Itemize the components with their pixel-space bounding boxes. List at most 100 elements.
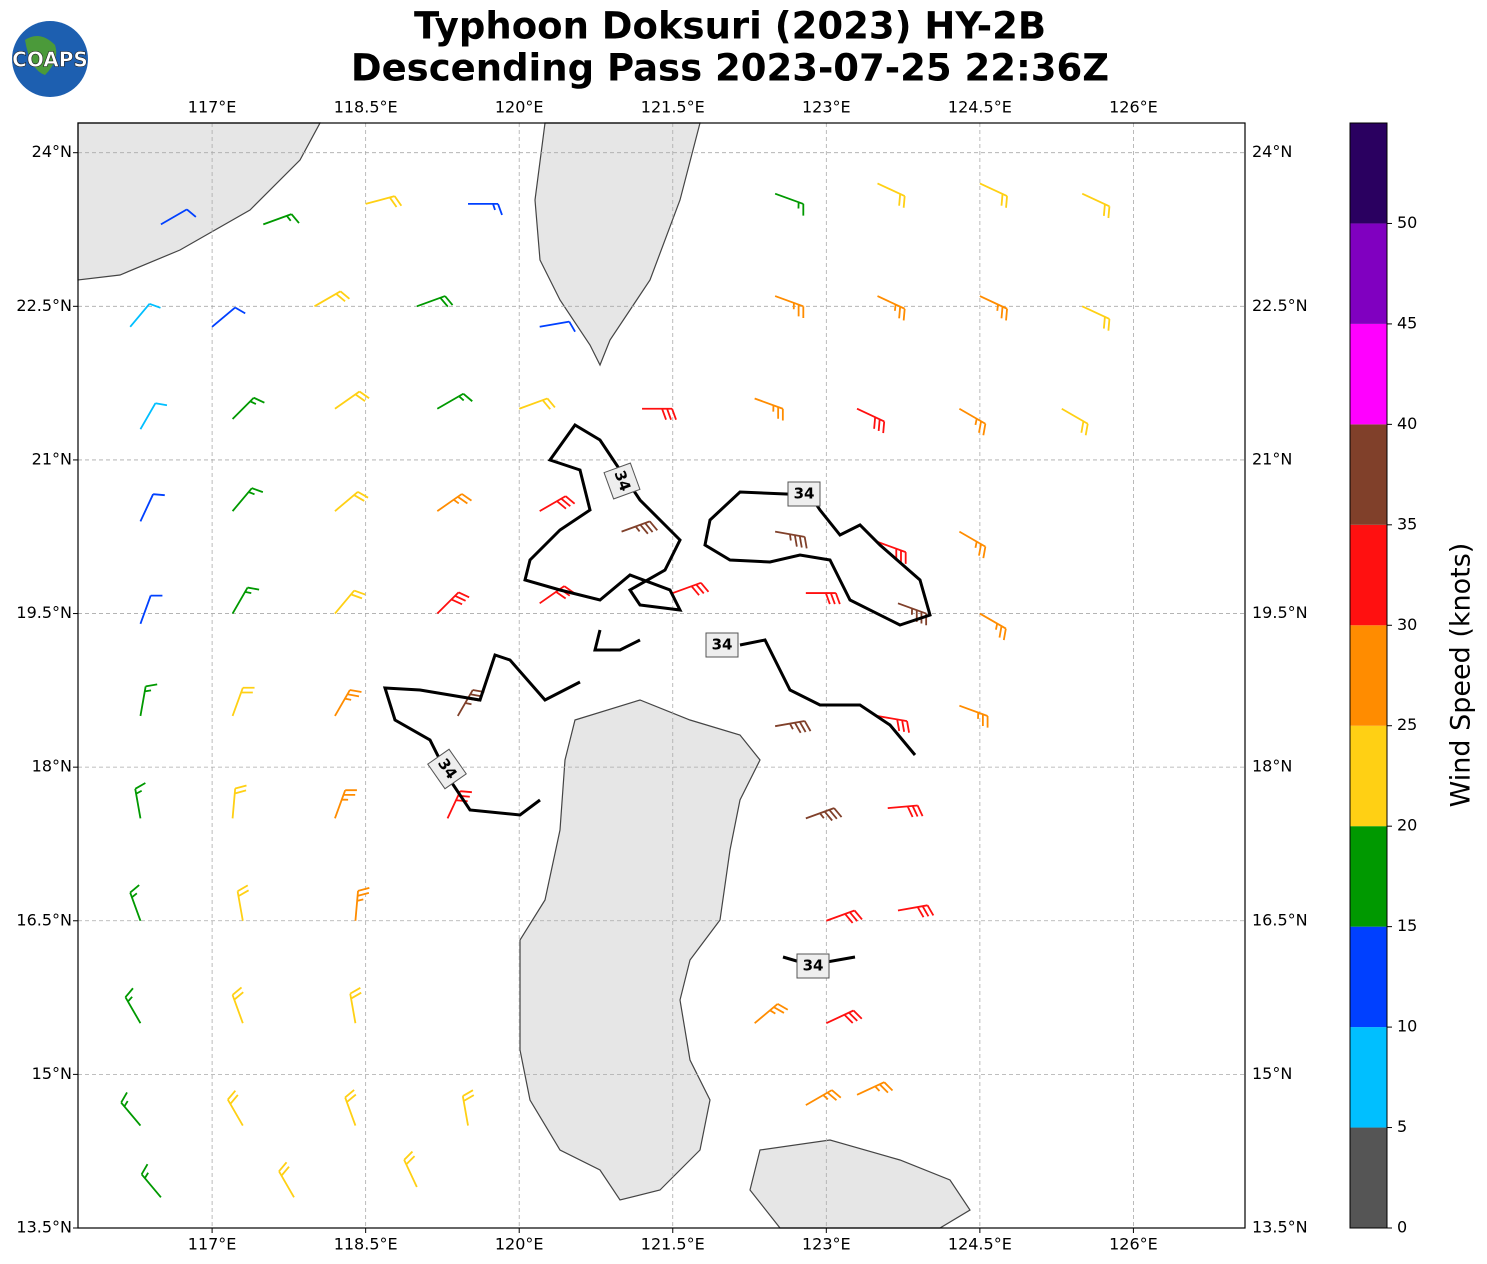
x-tick-label-top: 126°E	[1109, 98, 1158, 117]
x-tick-label-top: 123°E	[802, 98, 851, 117]
wind-barb	[236, 884, 250, 921]
colorbar-tick-label: 10	[1397, 1017, 1417, 1036]
wind-barb	[139, 402, 168, 430]
y-tick-label: 19.5°N	[16, 603, 72, 622]
x-tick-label-top: 121.5°E	[641, 98, 705, 117]
colorbar-tick-label: 20	[1397, 816, 1417, 835]
southern-islands	[749, 1139, 971, 1229]
wind-barb	[349, 987, 362, 1024]
colorbar-segment	[1350, 826, 1387, 927]
wind-barb	[140, 1163, 162, 1198]
colorbar-tick-label: 40	[1397, 414, 1417, 433]
colorbar-segment	[1350, 926, 1387, 1028]
wind-barb	[160, 208, 197, 226]
wind-barb	[314, 290, 350, 308]
wind-barb	[774, 530, 808, 549]
colorbar-segment	[1350, 524, 1387, 626]
contour-34	[593, 629, 641, 652]
contour-34	[523, 423, 683, 612]
wind-barb	[468, 203, 503, 216]
title-line-2: Descending Pass 2023-07-25 22:36Z	[351, 47, 1109, 90]
wind-barb	[877, 715, 910, 733]
wind-barb	[129, 302, 161, 328]
x-tick-label-top: 120°E	[495, 98, 544, 117]
colorbar-tick-label: 45	[1397, 313, 1417, 332]
wind-barb	[1081, 192, 1111, 219]
x-tick-label: 126°E	[1109, 1235, 1158, 1254]
x-tick-label: 124.5°E	[948, 1235, 1012, 1254]
wind-barb	[120, 1092, 142, 1127]
y-tick-label: 18°N	[32, 757, 72, 776]
wind-barb	[446, 790, 472, 819]
wind-barb	[334, 689, 362, 717]
contours: 34 34 34 34 34	[382, 423, 932, 979]
colorbar-segment	[1350, 323, 1387, 425]
wind-barb	[887, 804, 924, 818]
wind-barb	[461, 1089, 475, 1126]
wind-barb	[774, 192, 805, 216]
wind-barb	[334, 390, 370, 410]
colorbar-segment	[1350, 725, 1387, 827]
grid	[78, 123, 1245, 1229]
wind-barb	[334, 491, 369, 512]
y-tick-label-right: 22.5°N	[1252, 296, 1308, 315]
wind-barb	[231, 396, 265, 420]
wind-barb	[262, 213, 300, 226]
wind-barb	[642, 407, 677, 421]
contour-label-text: 34	[794, 485, 815, 503]
wind-barb	[958, 530, 987, 559]
wind-barb	[958, 407, 987, 436]
wind-barb	[354, 886, 370, 921]
x-tick-label: 123°E	[802, 1235, 851, 1254]
y-tick-label-right: 21°N	[1252, 449, 1292, 468]
wind-barb	[774, 295, 805, 319]
contour-label: 34	[603, 462, 641, 500]
y-tick-label: 13.5°N	[16, 1218, 72, 1237]
wind-barb	[754, 1003, 789, 1024]
wind-barb	[139, 683, 158, 717]
x-tick-label-top: 118.5°E	[334, 98, 398, 117]
wind-barb	[825, 1009, 863, 1024]
wind-barb	[877, 295, 906, 321]
x-tick-label-top: 117°E	[188, 98, 237, 117]
y-tick-label: 22.5°N	[16, 296, 72, 315]
wind-barb	[877, 541, 907, 564]
luzon	[519, 699, 761, 1201]
wind-barbs	[120, 182, 1111, 1198]
wind-barb	[139, 493, 165, 522]
contour-34	[739, 638, 917, 756]
contour-label: 34	[427, 748, 467, 790]
colorbar-tick-label: 35	[1397, 514, 1417, 533]
wind-barb	[231, 487, 264, 512]
wind-barb	[1061, 407, 1089, 436]
colorbar-segment	[1350, 1027, 1387, 1128]
wind-barb	[805, 592, 841, 605]
colorbar-tick-label: 15	[1397, 916, 1417, 935]
colorbar-tick-label: 25	[1397, 715, 1417, 734]
contour-34	[703, 490, 932, 627]
x-tick-label: 118.5°E	[334, 1235, 398, 1254]
y-tick-label: 16.5°N	[16, 910, 72, 929]
x-tick-label: 117°E	[188, 1235, 237, 1254]
wind-barb	[436, 591, 470, 615]
wind-barb	[436, 493, 472, 512]
map-frame	[77, 122, 1246, 1229]
wind-barb	[959, 704, 989, 728]
colorbar: 0 5 10 15 20 25 30 35 40 45 50	[1349, 122, 1417, 1237]
wind-barb	[774, 720, 812, 734]
wind-barb	[539, 320, 576, 333]
contour-label: 34	[796, 953, 830, 979]
wind-barb	[897, 904, 935, 918]
wind-barb	[416, 295, 454, 308]
wind-barb	[134, 782, 146, 819]
logo-text: COAPS	[12, 48, 88, 72]
land	[77, 122, 971, 1229]
wind-barb	[754, 397, 784, 421]
wind-barb	[334, 589, 366, 615]
wind-barb	[365, 195, 403, 208]
colorbar-segment	[1350, 123, 1387, 224]
x-tick-label: 121.5°E	[641, 1235, 705, 1254]
wind-barb	[621, 520, 658, 535]
y-tick-label-right: 15°N	[1252, 1064, 1292, 1083]
